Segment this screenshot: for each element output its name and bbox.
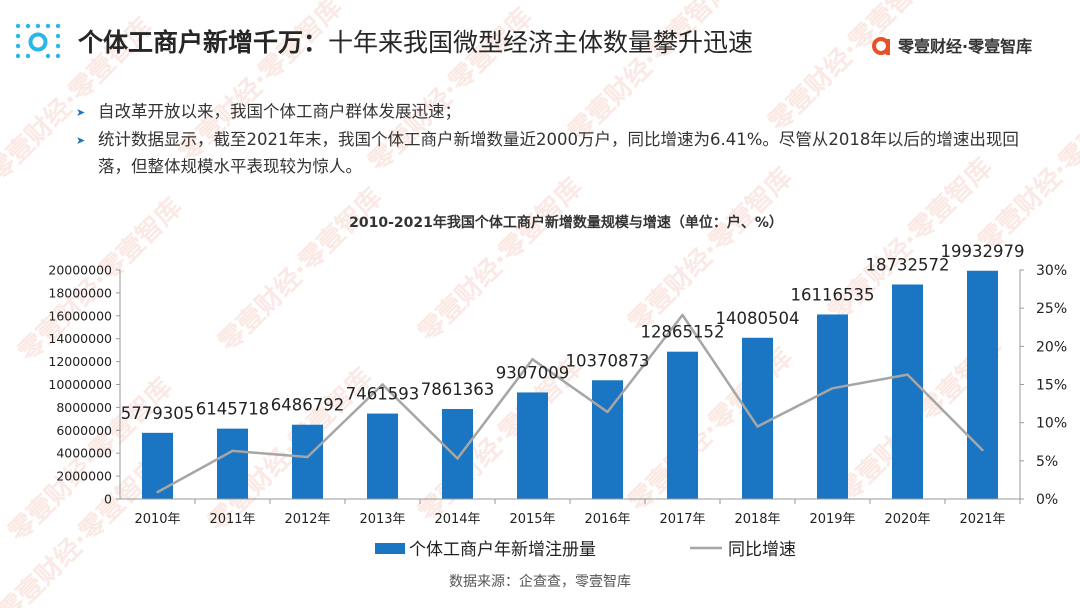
bar (217, 428, 248, 499)
bullet-text: 自改革开放以来，我国个体工商户群体发展迅速； (98, 102, 461, 121)
bar-value-label: 18732572 (866, 256, 950, 275)
growth-point (456, 457, 459, 460)
y2-tick-label: 5% (1036, 454, 1058, 470)
bullet-item: ➤ 自改革开放以来，我国个体工商户群体发展迅速； (76, 98, 1036, 126)
y-tick-label: 6000000 (56, 423, 112, 438)
growth-point (231, 449, 234, 453)
dot-grid-logo-icon (15, 23, 61, 59)
bar (817, 314, 848, 499)
data-source: 数据来源：企查查，零壹智库 (449, 574, 631, 590)
y2-tick-label: 30% (1036, 263, 1067, 279)
growth-point (306, 455, 309, 459)
y2-tick-label: 15% (1036, 378, 1067, 394)
x-tick-label: 2010年 (134, 512, 180, 527)
y-tick-label: 4000000 (56, 446, 112, 461)
brand-logo-icon (872, 37, 890, 55)
growth-point (981, 448, 984, 452)
bar (142, 432, 173, 499)
bar (367, 413, 398, 499)
bar-value-label: 7861363 (421, 380, 495, 399)
y-tick-label: 10000000 (48, 377, 112, 392)
x-tick-label: 2017年 (659, 512, 705, 527)
x-tick-label: 2015年 (509, 512, 555, 527)
bar (967, 270, 998, 499)
brand-name: 零壹财经·零壹智库 (898, 37, 1033, 56)
page-title: 个体工商户新增千万：十年来我国微型经济主体数量攀升迅速 (78, 26, 753, 60)
bar-value-label: 16116535 (791, 285, 875, 304)
growth-point (531, 358, 534, 361)
x-tick-label: 2014年 (434, 512, 480, 527)
title-rest: 十年来我国微型经济主体数量攀升迅速 (328, 28, 754, 57)
bar-value-label: 6486792 (271, 396, 345, 415)
legend-swatch-bar (375, 543, 405, 554)
y2-tick-label: 0% (1036, 492, 1058, 508)
growth-point (831, 387, 834, 390)
chart-title: 2010-2021年我国个体工商户新增数量规模与增速（单位：户、%） (349, 214, 783, 231)
x-tick-label: 2013年 (359, 512, 405, 527)
bar (292, 424, 323, 499)
bullet-item: ➤ 统计数据显示，截至2021年末，我国个体工商户新增数量近2000万户，同比增… (76, 126, 1036, 180)
bar-value-label: 6145718 (196, 400, 270, 419)
y-tick-label: 14000000 (48, 331, 112, 346)
growth-point (156, 490, 159, 494)
title-bold: 个体工商户新增千万： (78, 28, 329, 57)
chart-legend: 个体工商户年新增注册量 同比增速 (375, 540, 796, 560)
bar (667, 351, 698, 499)
bullet-list: ➤ 自改革开放以来，我国个体工商户群体发展迅速； ➤ 统计数据显示，截至2021… (76, 98, 1036, 180)
y-tick-label: 8000000 (56, 400, 112, 415)
y2-tick-label: 20% (1036, 339, 1067, 355)
y-tick-label: 12000000 (48, 354, 112, 369)
brand: 零壹财经·零壹智库 (870, 32, 1032, 58)
growth-line (156, 313, 984, 494)
x-tick-label: 2012年 (284, 512, 330, 527)
bar-value-label: 10370873 (566, 351, 650, 370)
x-tick-label: 2019年 (809, 512, 855, 527)
bullet-arrow-icon: ➤ (76, 106, 86, 119)
y-tick-label: 0 (104, 492, 112, 507)
y-tick-label: 18000000 (48, 285, 112, 300)
legend-label-bar: 个体工商户年新增注册量 (409, 540, 596, 560)
slide-header: 个体工商户新增千万：十年来我国微型经济主体数量攀升迅速 零壹财经·零壹智库 (0, 0, 1080, 80)
legend-label-line: 同比增速 (728, 540, 796, 560)
x-tick-label: 2011年 (209, 512, 255, 527)
y-tick-label: 16000000 (48, 308, 112, 323)
bar-value-label: 14080504 (716, 309, 800, 328)
growth-point (381, 383, 384, 386)
bar (442, 408, 473, 499)
bar-value-label: 5779305 (121, 404, 195, 423)
bar (892, 284, 923, 499)
growth-point (681, 313, 684, 317)
bar-value-label: 7461593 (346, 385, 420, 404)
x-tick-label: 2018年 (734, 512, 780, 527)
y-tick-label: 20000000 (48, 263, 112, 278)
y-tick-label: 2000000 (56, 469, 112, 484)
bar-value-label: 12865152 (641, 323, 725, 342)
growth-point (756, 425, 759, 428)
bar-value-label: 19932979 (941, 242, 1025, 261)
bar (742, 337, 773, 499)
bullet-text: 统计数据显示，截至2021年末，我国个体工商户新增数量近2000万户，同比增速为… (98, 130, 1019, 176)
growth-point (906, 373, 909, 376)
bar-value-label: 9307009 (496, 363, 570, 382)
bullet-arrow-icon: ➤ (76, 134, 86, 147)
growth-point (606, 410, 609, 414)
x-tick-label: 2020年 (884, 512, 930, 527)
bar (517, 392, 548, 499)
x-tick-label: 2021年 (959, 512, 1005, 527)
y2-tick-label: 10% (1036, 416, 1067, 432)
y2-tick-label: 25% (1036, 301, 1067, 317)
x-tick-label: 2016年 (584, 512, 630, 527)
